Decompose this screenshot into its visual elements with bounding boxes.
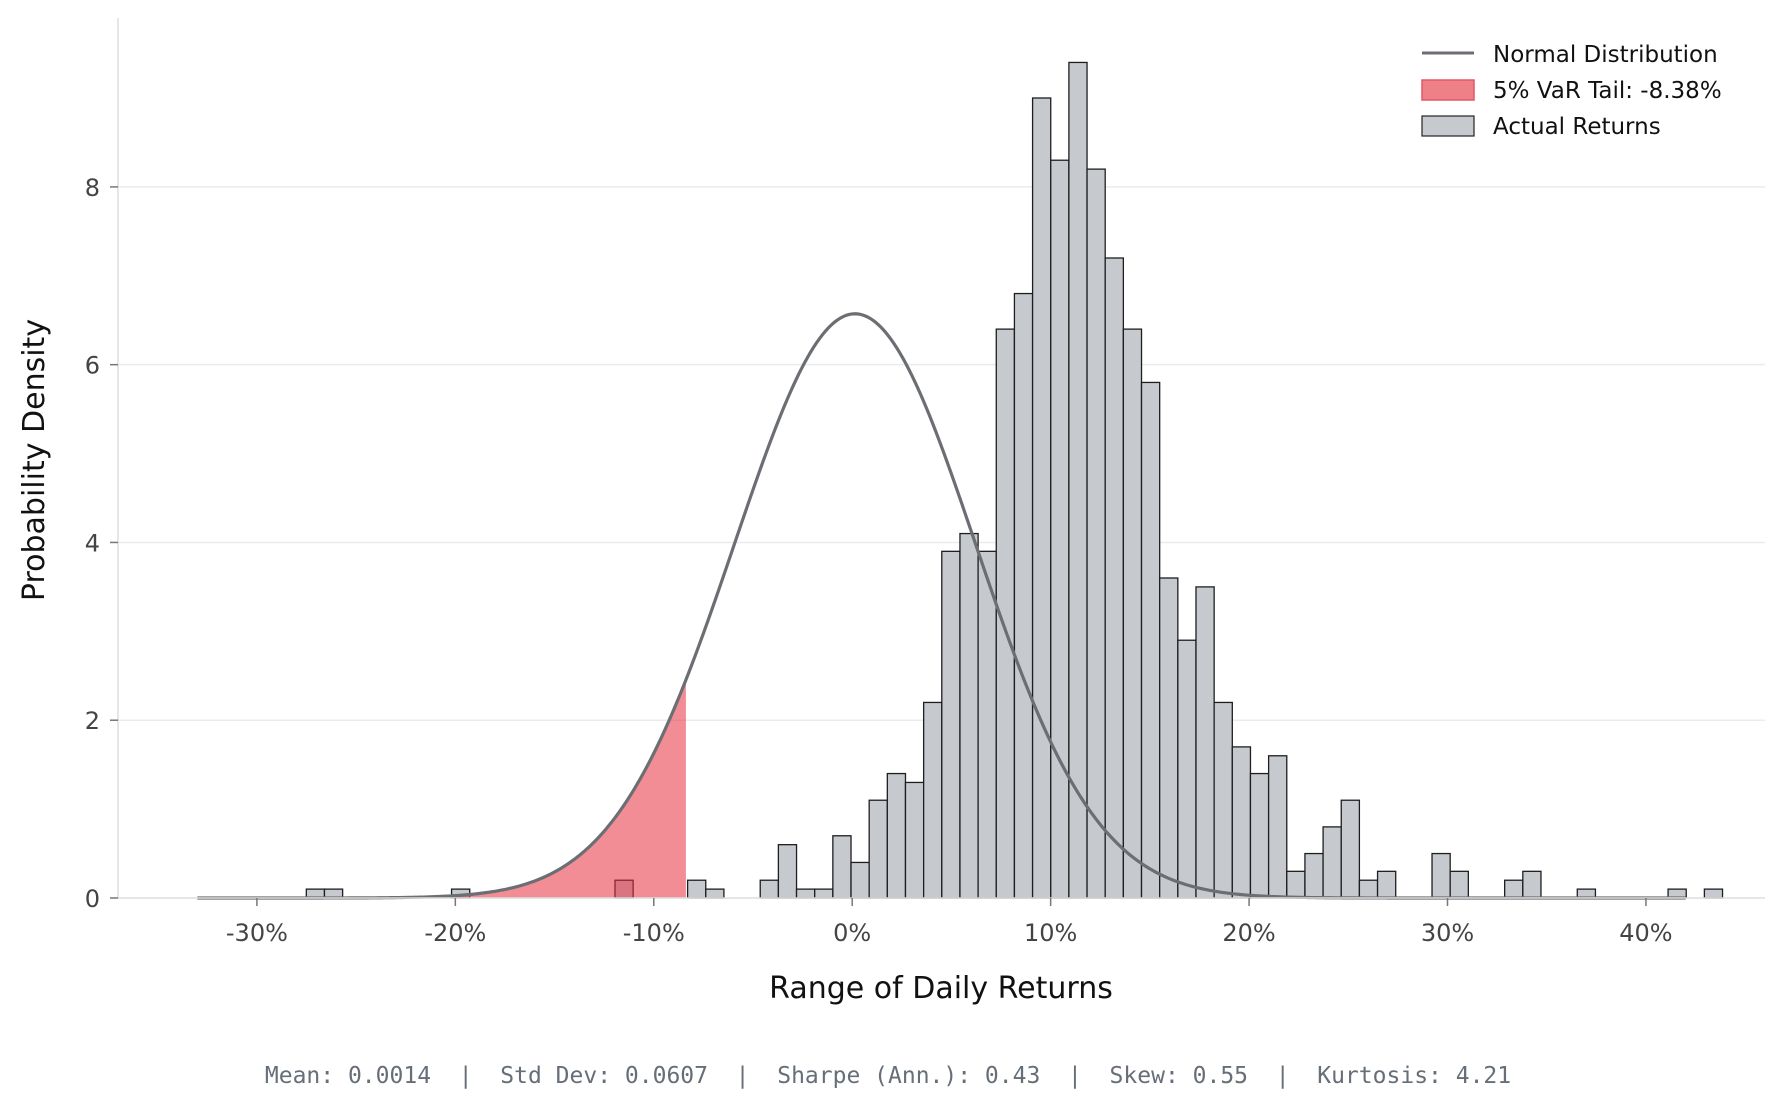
histogram-bar bbox=[1249, 772, 1270, 899]
y-tick-label: 8 bbox=[85, 174, 100, 202]
histogram-bar bbox=[922, 701, 943, 899]
legend-returns-swatch bbox=[1421, 115, 1475, 137]
histogram-bar bbox=[1159, 577, 1179, 899]
histogram-bar bbox=[868, 799, 888, 899]
x-tick-label: 30% bbox=[1421, 919, 1474, 947]
histogram-bar bbox=[1104, 257, 1125, 899]
histogram-bar bbox=[1267, 755, 1288, 899]
histogram-bar bbox=[1013, 292, 1034, 899]
var-tail-area bbox=[197, 679, 686, 898]
histogram-bar bbox=[1231, 746, 1252, 899]
histogram-bar bbox=[850, 861, 870, 899]
x-tick-label: -30% bbox=[226, 919, 288, 947]
histogram-bar bbox=[1086, 168, 1106, 899]
x-tick-label: 20% bbox=[1222, 919, 1275, 947]
histogram-bar bbox=[1504, 879, 1524, 899]
histogram-bar bbox=[1340, 799, 1361, 899]
legend-normal-label: Normal Distribution bbox=[1493, 42, 1718, 68]
histogram-bars bbox=[305, 61, 1724, 899]
histogram-bar bbox=[777, 844, 798, 899]
x-tick-label: -20% bbox=[424, 919, 486, 947]
histogram-bar bbox=[832, 835, 852, 899]
legend: Normal Distribution 5% VaR Tail: -8.38% … bbox=[1421, 42, 1722, 140]
histogram-bar bbox=[904, 781, 925, 899]
histogram-bar bbox=[705, 888, 725, 899]
histogram-bar bbox=[977, 550, 997, 899]
histogram-bar bbox=[1431, 852, 1451, 899]
histogram-bar bbox=[1031, 97, 1052, 899]
axes bbox=[117, 18, 1765, 899]
histogram-bar bbox=[814, 888, 834, 899]
histogram-bar bbox=[1322, 826, 1342, 899]
y-axis-label: Probability Density bbox=[17, 319, 52, 601]
x-tick-label: 40% bbox=[1619, 919, 1672, 947]
legend-returns-label: Actual Returns bbox=[1493, 114, 1661, 140]
histogram-bar bbox=[1522, 870, 1542, 899]
x-tick-label: -10% bbox=[623, 919, 685, 947]
stats-footer: Mean: 0.0014 | Std Dev: 0.0607 | Sharpe … bbox=[265, 1063, 1511, 1089]
histogram-bar bbox=[759, 879, 780, 899]
legend-var-label: 5% VaR Tail: -8.38% bbox=[1493, 78, 1722, 104]
legend-var-swatch bbox=[1421, 79, 1475, 101]
histogram-bar bbox=[1195, 586, 1215, 899]
y-tick-label: 4 bbox=[85, 529, 100, 557]
histogram-bar bbox=[1449, 870, 1469, 899]
histogram-bar bbox=[1376, 870, 1397, 899]
histogram-bar bbox=[1304, 852, 1324, 899]
histogram-bar bbox=[1068, 61, 1088, 899]
x-tick-label: 10% bbox=[1024, 919, 1077, 947]
histogram-bar bbox=[1122, 328, 1143, 899]
histogram-bar bbox=[886, 772, 907, 899]
y-tick-label: 0 bbox=[85, 885, 100, 913]
histogram-bar bbox=[1213, 701, 1233, 899]
histogram-bar bbox=[959, 532, 979, 899]
histogram-bar bbox=[1177, 639, 1197, 899]
tick-labels: 0 2 4 6 8 -30% -20% -10% 0% 10% 20% 30% 40% bbox=[85, 174, 1673, 947]
x-axis-label: Range of Daily Returns bbox=[769, 971, 1113, 1006]
histogram-bar bbox=[1358, 879, 1379, 899]
histogram-bar bbox=[941, 550, 961, 899]
histogram-bar bbox=[1703, 888, 1724, 899]
var-tail-fill bbox=[197, 679, 686, 898]
histogram-bar bbox=[795, 888, 816, 899]
histogram-bar bbox=[1140, 381, 1161, 899]
histogram-bar bbox=[1050, 159, 1070, 899]
histogram-bar bbox=[1286, 870, 1306, 899]
y-tick-label: 2 bbox=[85, 707, 100, 735]
y-tick-label: 6 bbox=[85, 352, 100, 380]
histogram-bar bbox=[686, 879, 707, 899]
x-tick-label: 0% bbox=[833, 919, 871, 947]
